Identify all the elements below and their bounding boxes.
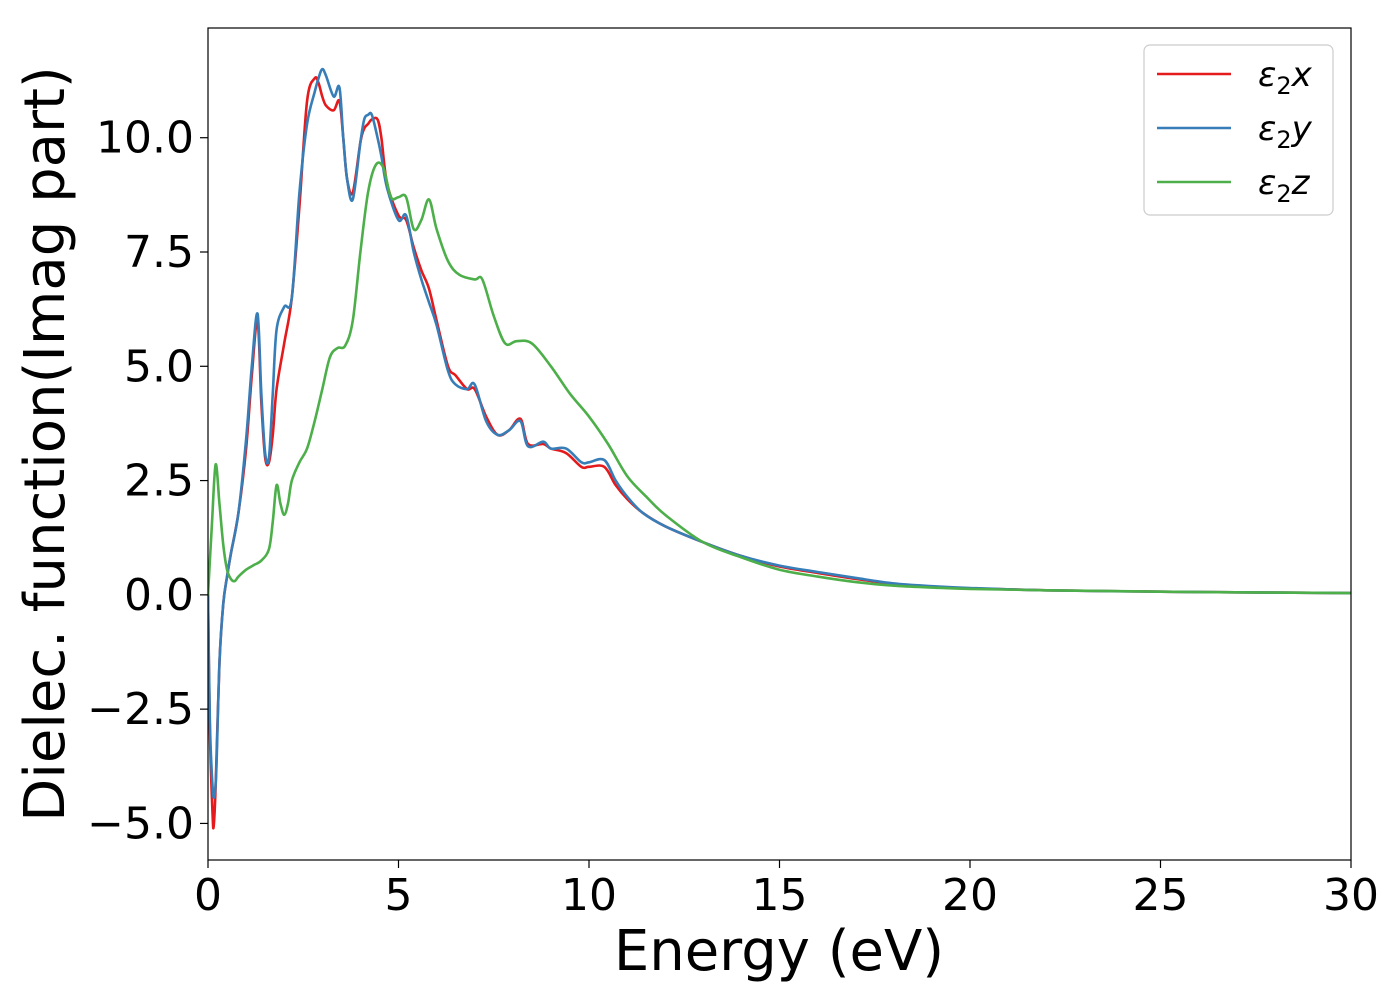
x-tick-label: 0 (194, 870, 222, 921)
y-tick-label: 10.0 (96, 113, 194, 164)
legend-label-y: ε2y (1258, 109, 1313, 154)
x-tick-label: 25 (1133, 870, 1189, 921)
series-line-z (208, 161, 1351, 597)
y-tick-label: 0.0 (124, 570, 194, 621)
x-tick-label: 20 (942, 870, 998, 921)
legend-box (1143, 44, 1334, 216)
x-tick-label: 30 (1323, 870, 1379, 921)
x-tick-label: 15 (752, 870, 808, 921)
y-tick-label: 5.0 (124, 341, 194, 392)
series-layer (208, 67, 1351, 830)
legend-label-z: ε2z (1258, 163, 1311, 208)
x-axis-ticks: 0 5 10 15 20 25 30 (194, 860, 1379, 921)
y-tick-label: 2.5 (124, 456, 194, 507)
y-tick-label: −5.0 (87, 798, 194, 849)
legend: ε2x ε2y ε2z (1143, 44, 1334, 216)
y-tick-label: 7.5 (124, 227, 194, 278)
legend-label-x: ε2x (1258, 55, 1313, 100)
x-tick-label: 10 (561, 870, 617, 921)
y-axis-ticks: −5.0 −2.5 0.0 2.5 5.0 7.5 10.0 (87, 113, 208, 849)
y-axis-title: Dielec. function(Imag part) (13, 66, 78, 822)
x-tick-label: 5 (385, 870, 413, 921)
y-tick-label: −2.5 (87, 684, 194, 735)
x-axis-title: Energy (eV) (614, 919, 944, 984)
